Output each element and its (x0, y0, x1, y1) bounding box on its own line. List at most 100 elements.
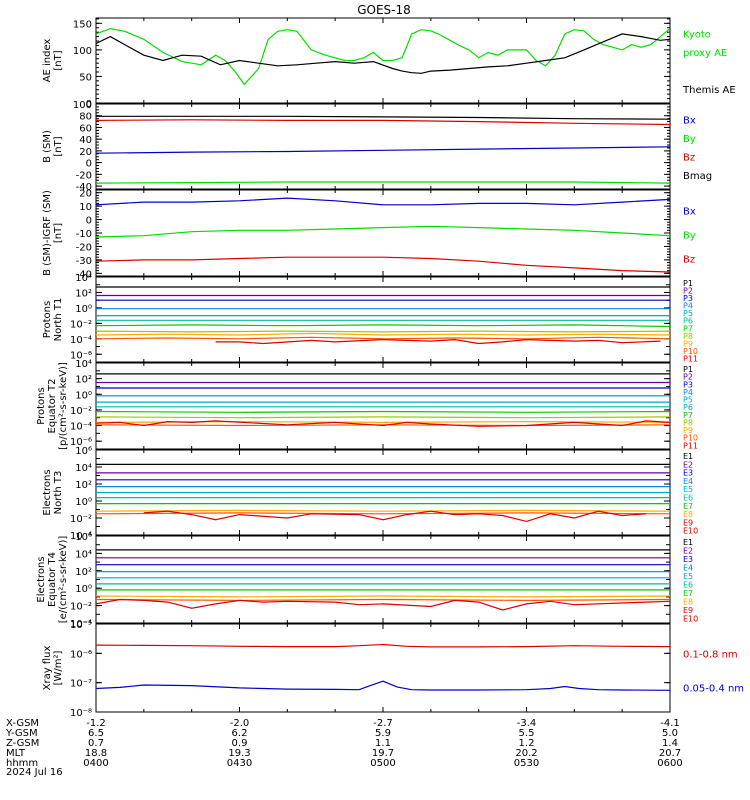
legend-entry: E6 (683, 494, 693, 503)
y-tick-label: 20 (79, 189, 92, 200)
y-tick-label: 60 (79, 123, 92, 134)
series-line-e9 (96, 598, 670, 602)
y-axis-label: Protons (42, 301, 53, 338)
y-tick-label: 0 (86, 159, 92, 170)
series-line-bx (96, 146, 670, 154)
y-tick-label: 10⁻⁷ (70, 679, 92, 690)
legend-entry: E4 (683, 477, 693, 486)
series-line-p10 (96, 424, 670, 427)
legend-entry: P1 (683, 279, 693, 288)
legend-entry: P6 (683, 403, 693, 412)
y-tick-label: 10⁰ (75, 584, 92, 595)
y-tick-label: 10⁻⁶ (70, 437, 92, 448)
y-tick-label: 10⁻² (70, 602, 92, 613)
y-tick-label: 10⁻² (70, 319, 92, 330)
panel-4: 10⁻⁶ 10⁻⁴ 10⁻² 10⁰ 10² 10⁴ Protons North T1 P1P2… (42, 273, 698, 363)
legend-entry: Bx (683, 116, 696, 127)
ephemeris-value: -1.2 (86, 718, 106, 729)
legend-entry: Kyoto (683, 30, 711, 41)
y-tick-label: 100 (73, 46, 92, 57)
legend-entry: E2 (683, 460, 693, 469)
legend-entry: E10 (683, 615, 698, 624)
panel-frame (95, 276, 671, 363)
y-tick-label: 10² (75, 567, 92, 578)
y-axis-label: [nT] (53, 223, 64, 243)
y-axis-label: Equator T2 (47, 379, 58, 434)
y-axis-label: Electrons (36, 556, 47, 602)
y-tick-label: 10⁻² (70, 406, 92, 417)
series-line-e10 (96, 598, 670, 611)
legend-entry: E5 (683, 485, 693, 494)
y-axis-label: [W/m²] (53, 650, 64, 685)
legend-entry: E3 (683, 555, 693, 564)
y-axis-label: AE index (42, 39, 53, 83)
y-tick-label: 10⁻⁴ (70, 619, 92, 630)
ephemeris-value: 0600 (657, 758, 682, 769)
legend-entry: By (683, 230, 696, 241)
ephemeris-value: 1.1 (375, 738, 391, 749)
y-tick-label: 10⁶ (75, 532, 92, 543)
y-tick-label: 10 (79, 202, 92, 213)
y-tick-label: 10² (75, 480, 92, 491)
y-tick-label: -20 (76, 242, 92, 253)
series-line-kyoto-proxy-ae (96, 27, 670, 86)
legend-entry: P8 (683, 418, 693, 427)
legend-entry: E1 (683, 452, 693, 461)
series-line-by (96, 181, 670, 184)
y-axis-label: [p/(cm²-s-sr-keV)] (58, 362, 69, 450)
y-tick-label: 10⁰ (75, 390, 92, 401)
ephemeris-label: MLT (6, 748, 26, 759)
legend-entry: P10 (683, 434, 698, 443)
ephemeris-value: -2.7 (373, 718, 393, 729)
y-axis-label: [e/(cm²-s-sr-keV)] (58, 536, 69, 624)
ephemeris-value: -3.4 (517, 718, 537, 729)
y-axis-label: Protons (36, 387, 47, 424)
y-axis-label: North T1 (53, 298, 64, 342)
series-line-e8 (96, 509, 670, 512)
legend-entry: E9 (683, 518, 693, 527)
ephemeris-value: 1.4 (662, 738, 678, 749)
y-tick-label: -10 (76, 229, 92, 240)
y-tick-label: 10⁴ (75, 359, 92, 370)
series-line-0-05-0-4-nm (96, 680, 670, 691)
legend-entry: E3 (683, 469, 693, 478)
legend-entry: E8 (683, 510, 693, 519)
ephemeris-label: X-GSM (6, 718, 39, 729)
y-tick-label: 0 (86, 99, 92, 110)
legend-entry: proxy AE (683, 48, 727, 59)
ephemeris-value: 6.2 (232, 728, 248, 739)
series-line-bz (96, 256, 670, 273)
ephemeris-value: -4.1 (660, 718, 680, 729)
legend-entry: Bmag (683, 171, 712, 182)
panel-7: 10⁻⁴ 10⁻² 10⁰ 10² 10⁴ 10⁶ Electrons Equator T4[… (36, 532, 698, 630)
y-tick-label: 10⁻² (70, 514, 92, 525)
y-tick-label: 20 (79, 147, 92, 158)
y-tick-label: 10⁻⁴ (70, 335, 92, 346)
legend-entry: E1 (683, 538, 693, 547)
y-tick-label: 80 (79, 112, 92, 123)
y-tick-label: 100 (73, 100, 92, 111)
series-line-p11 (215, 338, 661, 345)
y-tick-label: 10⁻⁴ (70, 422, 92, 433)
legend-entry: Bx (683, 207, 696, 218)
series-line-p9 (96, 332, 670, 336)
y-axis-label: Xray flux (42, 646, 53, 691)
panel-1: 0 50 100 150 AE index [nT] Kyoto proxy AE Themis… (42, 17, 736, 110)
ephemeris-value: 20.7 (659, 748, 681, 759)
ephemeris-value: 18.8 (85, 748, 107, 759)
y-tick-label: 10⁻⁴ (70, 531, 92, 542)
y-tick-label: -40 (76, 182, 92, 193)
y-tick-label: 10⁴ (75, 549, 92, 560)
ephemeris-value: 19.3 (228, 748, 250, 759)
ephemeris-value: 0430 (227, 758, 252, 769)
y-axis-label: Equator T4 (47, 552, 58, 607)
y-axis-label: B (SM) (42, 130, 53, 163)
series-line-p10 (96, 336, 670, 340)
legend-entry: P9 (683, 339, 693, 348)
ephemeris-label: Y-GSM (5, 728, 38, 739)
series-line-p7 (96, 324, 670, 328)
legend-entry: Bz (683, 254, 695, 265)
